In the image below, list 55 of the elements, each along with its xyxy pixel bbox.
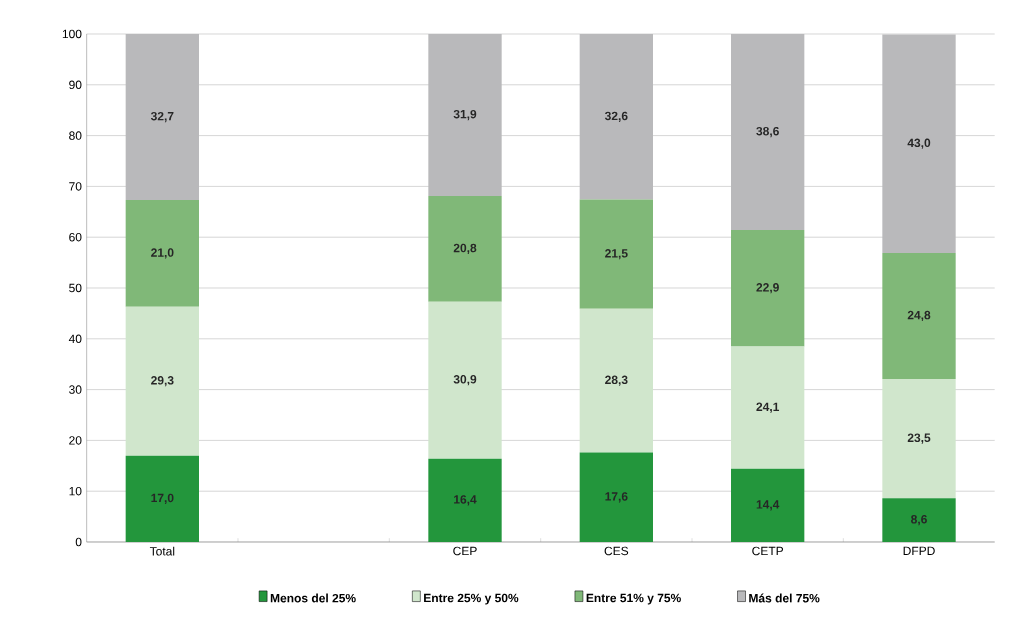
y-tick-label: 20 [69, 436, 82, 445]
data-label: 21,0 [151, 248, 174, 259]
bar [428, 301, 502, 459]
data-label: 14,4 [756, 500, 780, 511]
bar [428, 196, 502, 302]
data-label: 28,3 [605, 375, 628, 386]
bar [731, 230, 805, 347]
y-tick-label: 40 [68, 334, 82, 344]
y-tick-label: 30 [69, 385, 82, 394]
data-label: 24,8 [907, 310, 931, 322]
bar [882, 378, 956, 499]
data-label: 30,9 [453, 375, 477, 386]
bar [428, 458, 502, 542]
legend-label: Entre 51% y 75% [586, 593, 681, 605]
data-label: 29,3 [151, 376, 174, 387]
x-tick-label: CEP [453, 546, 477, 556]
data-label: 24,1 [756, 402, 780, 413]
data-label: 38,6 [756, 126, 779, 138]
y-tick-label: 60 [69, 232, 82, 242]
bar [882, 252, 956, 379]
bar [882, 498, 956, 542]
bar [579, 199, 653, 309]
data-label: 20,8 [453, 243, 477, 254]
data-label: 32,6 [604, 111, 628, 122]
y-tick-label: 0 [75, 537, 82, 547]
y-tick-label: 10 [69, 486, 82, 496]
x-tick-label: DFPD [903, 546, 935, 555]
legend-label: Más del 75% [749, 593, 820, 603]
data-label: 17,0 [151, 493, 174, 504]
bar [579, 452, 653, 542]
bar [579, 308, 653, 453]
data-label: 43,0 [907, 138, 931, 149]
data-label: 23,5 [907, 433, 931, 444]
data-label: 31,9 [453, 109, 477, 121]
legend-label: Menos del 25% [270, 593, 356, 603]
data-label: 17,6 [605, 492, 628, 503]
bar [125, 306, 199, 456]
legend-label: Entre 25% y 50% [424, 593, 519, 605]
y-tick-label: 100 [62, 29, 82, 39]
data-label: 16,4 [454, 495, 477, 506]
bar [125, 200, 199, 307]
data-label: 22,9 [756, 283, 779, 294]
data-label: 32,7 [150, 111, 174, 123]
bar [731, 468, 805, 542]
data-label: 8,6 [911, 515, 927, 526]
y-tick-label: 50 [69, 283, 82, 293]
data-label: 21,5 [605, 249, 628, 260]
bar [125, 455, 199, 542]
x-tick-label: CES [604, 546, 629, 556]
y-tick-label: 80 [69, 131, 82, 140]
x-tick-label: Total [149, 546, 175, 556]
bar [731, 346, 805, 469]
x-tick-label: CETP [752, 546, 784, 556]
y-tick-label: 70 [69, 182, 82, 191]
y-tick-label: 90 [69, 80, 82, 90]
